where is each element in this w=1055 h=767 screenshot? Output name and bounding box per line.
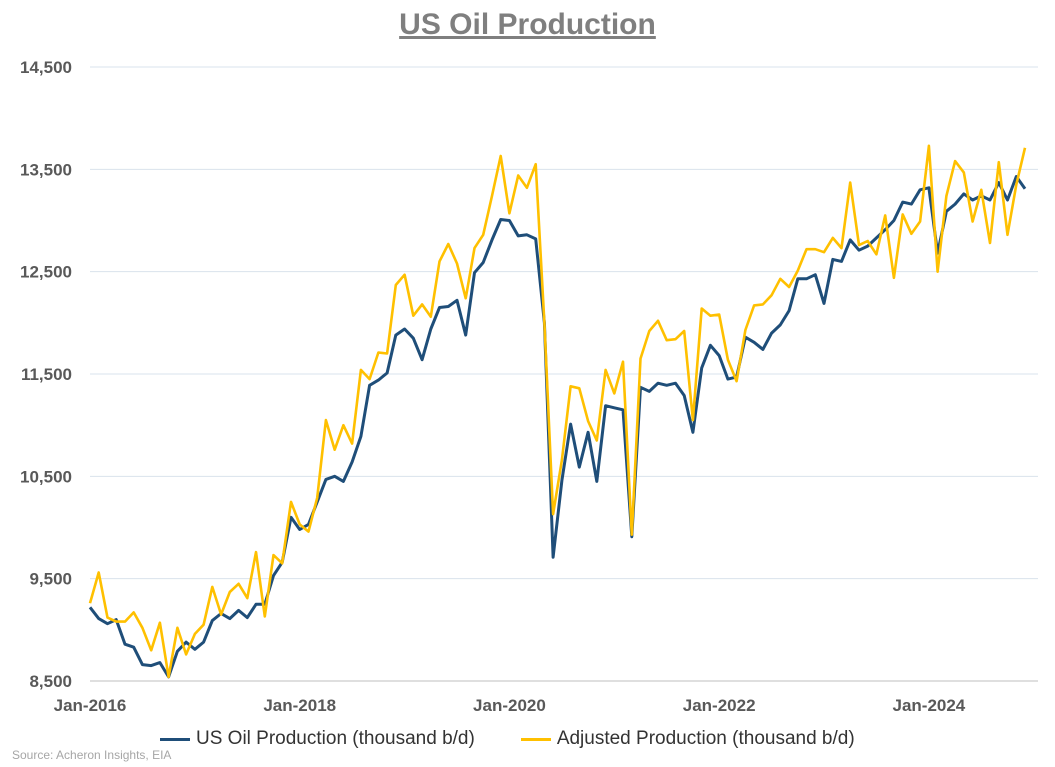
legend-label-us-oil-production: US Oil Production (thousand b/d)	[196, 728, 475, 749]
x-tick-label: Jan-2018	[263, 696, 336, 715]
y-axis: 8,500 9,500 10,500 11,500 12,500 13,500 14,500	[20, 58, 72, 691]
x-tick-label: Jan-2016	[54, 696, 127, 715]
x-tick-label: Jan-2020	[473, 696, 546, 715]
y-tick-label: 10,500	[20, 467, 72, 486]
series-line-adjusted-production	[88, 144, 1027, 679]
y-tick-label: 9,500	[29, 570, 72, 589]
y-tick-label: 11,500	[21, 365, 72, 384]
legend-label-adjusted-production: Adjusted Production (thousand b/d)	[556, 728, 855, 749]
y-tick-label: 12,500	[20, 263, 72, 282]
legend: US Oil Production (thousand b/d) Adjuste…	[160, 728, 855, 750]
x-tick-label: Jan-2022	[683, 696, 756, 715]
source-note: Source: Acheron Insights, EIA	[12, 748, 172, 762]
legend-item-adjusted-production: Adjusted Production (thousand b/d)	[520, 728, 855, 750]
y-tick-label: 13,500	[20, 160, 72, 179]
legend-swatch-us-oil-production	[160, 737, 190, 741]
legend-item-us-oil-production: US Oil Production (thousand b/d)	[160, 728, 475, 750]
series-line-us-oil-production	[88, 175, 1027, 679]
y-tick-label: 8,500	[29, 672, 72, 691]
chart-title: US Oil Production	[399, 8, 656, 41]
x-tick-label: Jan-2024	[892, 696, 965, 715]
y-tick-label: 14,500	[20, 58, 72, 77]
x-axis: Jan-2016 Jan-2018 Jan-2020 Jan-2022 Jan-2024	[54, 696, 966, 715]
legend-swatch-adjusted-production	[520, 737, 551, 741]
series-lines	[88, 144, 1027, 679]
